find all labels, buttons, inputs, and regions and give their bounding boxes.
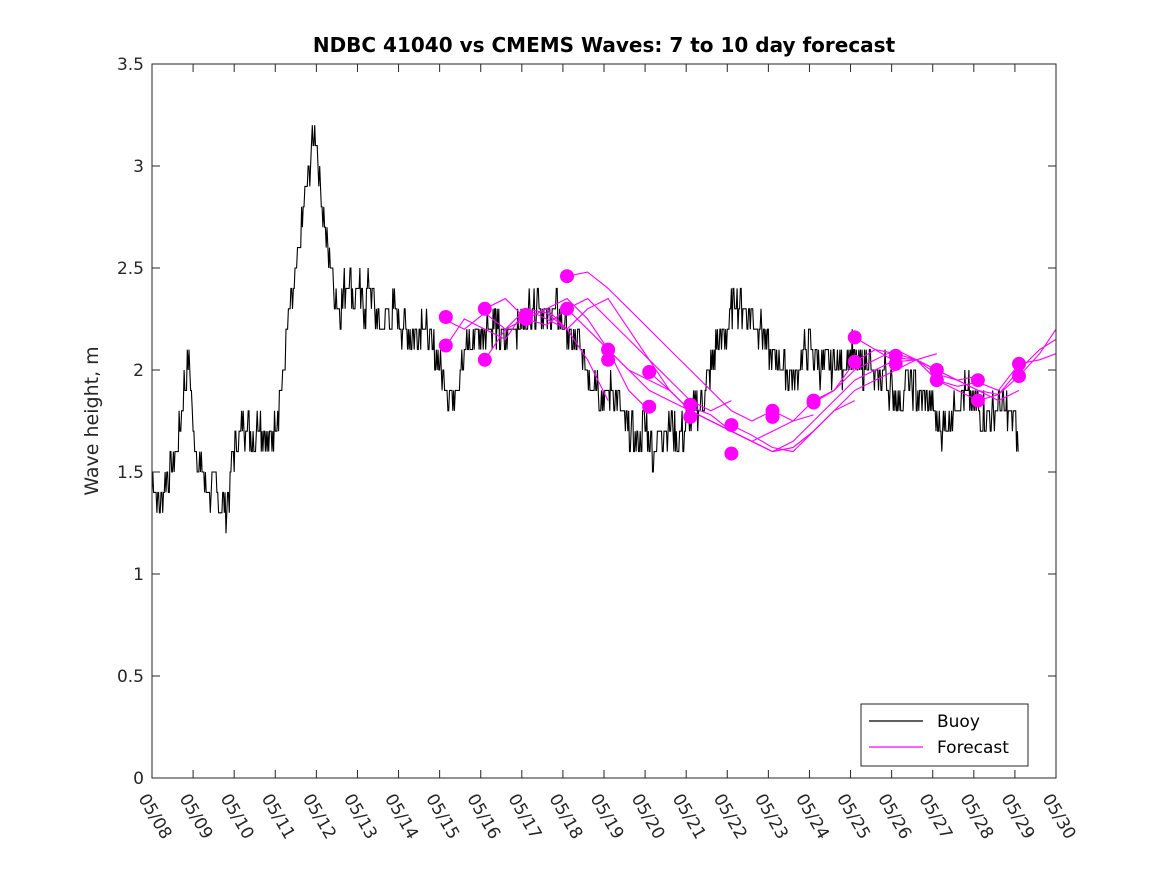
y-tick-label: 2 [133, 361, 144, 381]
forecast-run-line [731, 353, 937, 453]
forecast-marker [929, 363, 944, 377]
forecast-marker [724, 418, 739, 433]
forecast-marker [477, 301, 492, 316]
y-tick-label: 3.5 [117, 55, 144, 75]
forecast-marker [560, 269, 574, 284]
forecast-marker [1012, 369, 1026, 384]
forecast-marker [601, 342, 616, 357]
y-tick-label: 0 [133, 769, 144, 789]
forecast-marker [847, 354, 862, 369]
y-tick-label: 3 [133, 157, 144, 177]
forecast-marker [642, 365, 657, 379]
forecast-run-line [484, 297, 691, 412]
forecast-run-line [936, 353, 1056, 392]
legend: Buoy Forecast [860, 703, 1029, 767]
forecast-marker [1012, 356, 1026, 371]
y-tick-label: 1.5 [117, 463, 144, 483]
forecast-marker [477, 352, 492, 367]
forecast-marker [560, 301, 574, 316]
forecast-marker [888, 356, 903, 371]
forecast-marker [438, 338, 453, 353]
forecast-marker [970, 373, 985, 388]
buoy-line [152, 125, 1019, 534]
forecast-marker [683, 397, 698, 412]
legend-label: Buoy [937, 712, 980, 732]
forecast-marker [683, 409, 698, 424]
y-axis-title: Wave height, m [81, 346, 103, 495]
y-tick-label: 1 [133, 565, 144, 585]
forecast-marker [765, 409, 780, 424]
forecast-marker [806, 393, 821, 408]
chart-title: NDBC 41040 vs CMEMS Waves: 7 to 10 day f… [313, 33, 896, 57]
plot-area [152, 64, 1056, 778]
y-tick-label: 0.5 [117, 667, 144, 687]
forecast-marker [601, 352, 616, 367]
forecast-run-line [854, 328, 1056, 396]
forecast-series [443, 271, 1056, 453]
y-tick-label: 2.5 [117, 259, 144, 279]
forecast-marker [929, 373, 944, 388]
forecast-markers [438, 269, 1026, 461]
forecast-run-line [443, 308, 568, 350]
y-axis: 0 0.5 1 1.5 2 2.5 3 3.5 [117, 55, 1056, 789]
legend-label: Forecast [937, 738, 1009, 758]
forecast-marker [642, 399, 657, 414]
forecast-marker [518, 312, 533, 326]
forecast-run-line [566, 271, 773, 422]
legend-box [860, 703, 1029, 767]
buoy-series [152, 125, 1019, 534]
forecast-marker [970, 393, 985, 408]
forecast-marker [847, 330, 862, 345]
forecast-marker [438, 310, 453, 324]
forecast-marker [724, 446, 739, 461]
